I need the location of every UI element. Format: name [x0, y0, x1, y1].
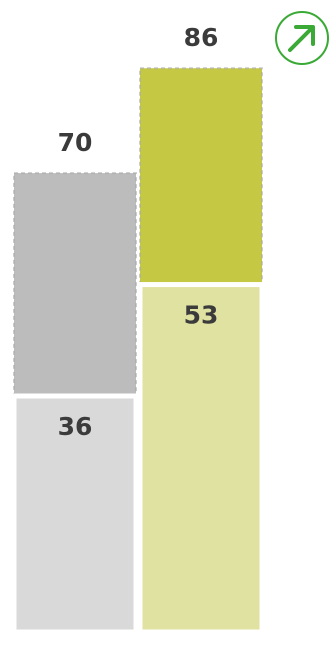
value-label: 53 — [184, 301, 219, 330]
bar-front — [11, 393, 139, 635]
value-label: 36 — [58, 412, 93, 441]
value-label: 70 — [58, 128, 93, 157]
value-label: 86 — [184, 23, 219, 52]
bar-front — [137, 282, 265, 635]
trend-icon — [275, 11, 329, 65]
